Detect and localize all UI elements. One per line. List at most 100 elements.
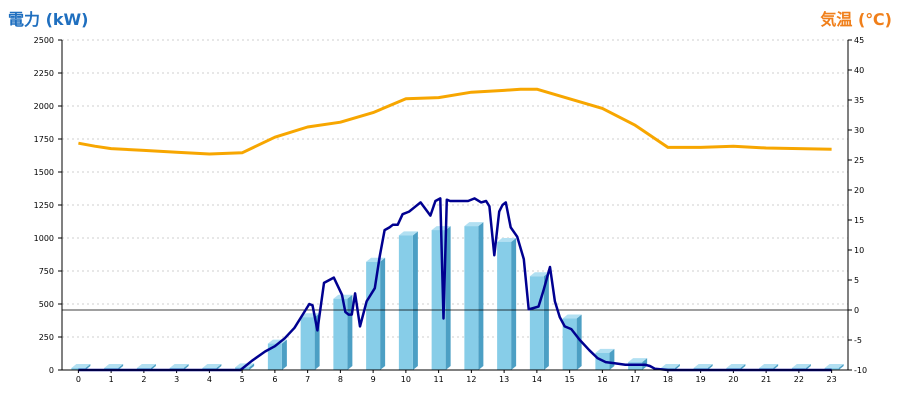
bar-top — [398, 231, 418, 236]
y-left-tick-label: 2250 — [34, 69, 54, 78]
bar-side — [609, 348, 615, 370]
bar-side — [805, 364, 811, 370]
bar-side — [707, 364, 713, 370]
y-right-tick-label: 45 — [854, 36, 864, 45]
bar-top — [660, 364, 680, 368]
bar-side — [347, 294, 353, 370]
x-tick-label: 20 — [728, 375, 738, 384]
x-tick-label: 12 — [466, 375, 476, 384]
x-tick-label: 3 — [174, 375, 179, 384]
bar-top — [169, 364, 189, 368]
bar — [366, 257, 386, 370]
y-right-tick-label: 30 — [854, 126, 864, 135]
x-tick-label: 6 — [272, 375, 277, 384]
bar-side — [281, 339, 287, 370]
y-left-tick-label: 750 — [39, 267, 54, 276]
bar — [398, 231, 418, 370]
y-right-tick-label: 40 — [854, 66, 864, 75]
bar-top — [726, 364, 746, 368]
y-left-tick-label: 2500 — [34, 36, 54, 45]
bar-top — [791, 364, 811, 368]
bar-front — [398, 235, 413, 370]
x-tick-label: 14 — [532, 375, 542, 384]
y-left-tick-label: 0 — [49, 366, 54, 375]
bar — [497, 237, 517, 370]
bar-top — [693, 364, 713, 368]
bar-side — [773, 364, 779, 370]
bar-front — [464, 226, 479, 370]
bar-top — [824, 364, 844, 368]
bar — [267, 339, 287, 370]
x-tick-label: 11 — [434, 375, 444, 384]
bar — [824, 364, 844, 370]
bar-side — [249, 363, 255, 370]
x-tick-label: 4 — [207, 375, 212, 384]
bar-top — [71, 364, 91, 368]
x-tick-label: 2 — [141, 375, 146, 384]
bar-side — [412, 231, 418, 370]
x-tick-label: 22 — [794, 375, 804, 384]
x-tick-label: 0 — [76, 375, 81, 384]
bar-side — [118, 364, 124, 370]
x-tick-label: 23 — [827, 375, 837, 384]
bar-front — [333, 298, 348, 370]
x-tick-label: 8 — [338, 375, 343, 384]
bar-side — [576, 314, 582, 370]
bar-side — [838, 364, 844, 370]
x-tick-label: 1 — [109, 375, 114, 384]
y-left-tick-label: 500 — [39, 300, 54, 309]
bar-top — [464, 222, 484, 227]
bar-front — [267, 343, 282, 370]
x-tick-label: 21 — [761, 375, 771, 384]
y-right-tick-label: -10 — [854, 366, 867, 375]
x-tick-label: 19 — [696, 375, 706, 384]
x-tick-label: 5 — [240, 375, 245, 384]
x-tick-label: 18 — [663, 375, 673, 384]
bar-side — [511, 237, 517, 370]
power-line — [78, 197, 832, 372]
bar-top — [562, 314, 582, 319]
y-right-tick-label: 10 — [854, 246, 864, 255]
bar-side — [380, 257, 386, 370]
x-tick-label: 10 — [401, 375, 411, 384]
bar-top — [529, 272, 549, 277]
y-left-tick-label: 1500 — [34, 168, 54, 177]
bar-top — [136, 364, 156, 368]
bar — [562, 314, 582, 370]
bar-front — [529, 276, 544, 370]
y-right-tick-label: 20 — [854, 186, 864, 195]
y-left-tick-label: 250 — [39, 333, 54, 342]
x-tick-label: 13 — [499, 375, 509, 384]
bar-side — [150, 364, 156, 370]
y-left-axis-title: 電力 (kW) — [8, 10, 89, 29]
bar — [333, 294, 353, 370]
y-right-tick-label: 35 — [854, 96, 864, 105]
bar — [464, 222, 484, 370]
bar-front — [824, 368, 839, 370]
y-right-tick-label: 0 — [854, 306, 859, 315]
bar-front — [628, 362, 643, 370]
temperature-line — [78, 87, 832, 156]
bar-front — [497, 241, 512, 370]
bar-top — [104, 364, 124, 368]
y-right-tick-label: 5 — [854, 276, 859, 285]
x-tick-label: 15 — [565, 375, 575, 384]
y-left-tick-label: 2000 — [34, 102, 54, 111]
bar-side — [674, 364, 680, 370]
bar-top — [759, 364, 779, 368]
y-right-tick-label: 15 — [854, 216, 864, 225]
x-tick-label: 9 — [371, 375, 376, 384]
bar-front — [300, 317, 315, 370]
bar-top — [202, 364, 222, 368]
x-tick-label: 7 — [305, 375, 310, 384]
bar-top — [595, 348, 615, 353]
y-right-tick-label: -5 — [854, 336, 862, 345]
bar-side — [478, 222, 484, 370]
bar-top — [628, 358, 648, 363]
y-left-tick-label: 1250 — [34, 201, 54, 210]
bar — [71, 364, 91, 370]
bar-front — [366, 261, 381, 370]
x-tick-label: 17 — [630, 375, 640, 384]
bar — [529, 272, 549, 370]
